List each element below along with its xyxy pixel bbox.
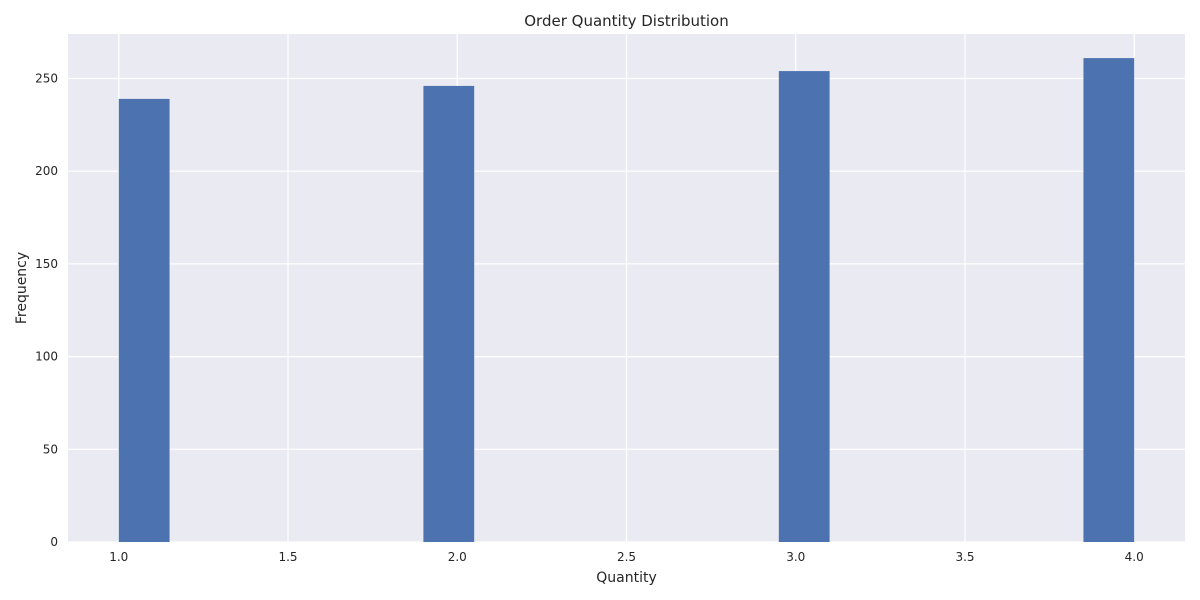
y-tick-label: 0 (50, 535, 58, 549)
x-tick-label: 2.5 (617, 550, 636, 564)
x-axis-ticks: 1.0 1.5 2.0 2.5 3.0 3.5 4.0 (109, 550, 1144, 564)
x-tick-label: 2.0 (448, 550, 467, 564)
x-tick-label: 3.0 (786, 550, 805, 564)
y-tick-label: 50 (43, 442, 58, 456)
y-tick-label: 150 (35, 257, 58, 271)
bar-series (118, 58, 1135, 543)
y-axis-ticks: 0 50 100 150 200 250 (35, 71, 58, 549)
y-tick-label: 200 (35, 164, 58, 178)
x-tick-label: 4.0 (1125, 550, 1144, 564)
chart-title: Order Quantity Distribution (524, 12, 729, 30)
histogram-bar (778, 71, 830, 542)
histogram-bar (118, 98, 170, 543)
histogram-bar (423, 85, 475, 542)
x-axis-label: Quantity (596, 570, 657, 586)
x-tick-label: 1.0 (109, 550, 128, 564)
y-tick-label: 100 (35, 350, 58, 364)
x-tick-label: 1.5 (278, 550, 297, 564)
y-tick-label: 250 (35, 71, 58, 85)
x-tick-label: 3.5 (955, 550, 974, 564)
histogram-bar (1083, 58, 1135, 543)
y-axis-label: Frequency (14, 252, 30, 324)
